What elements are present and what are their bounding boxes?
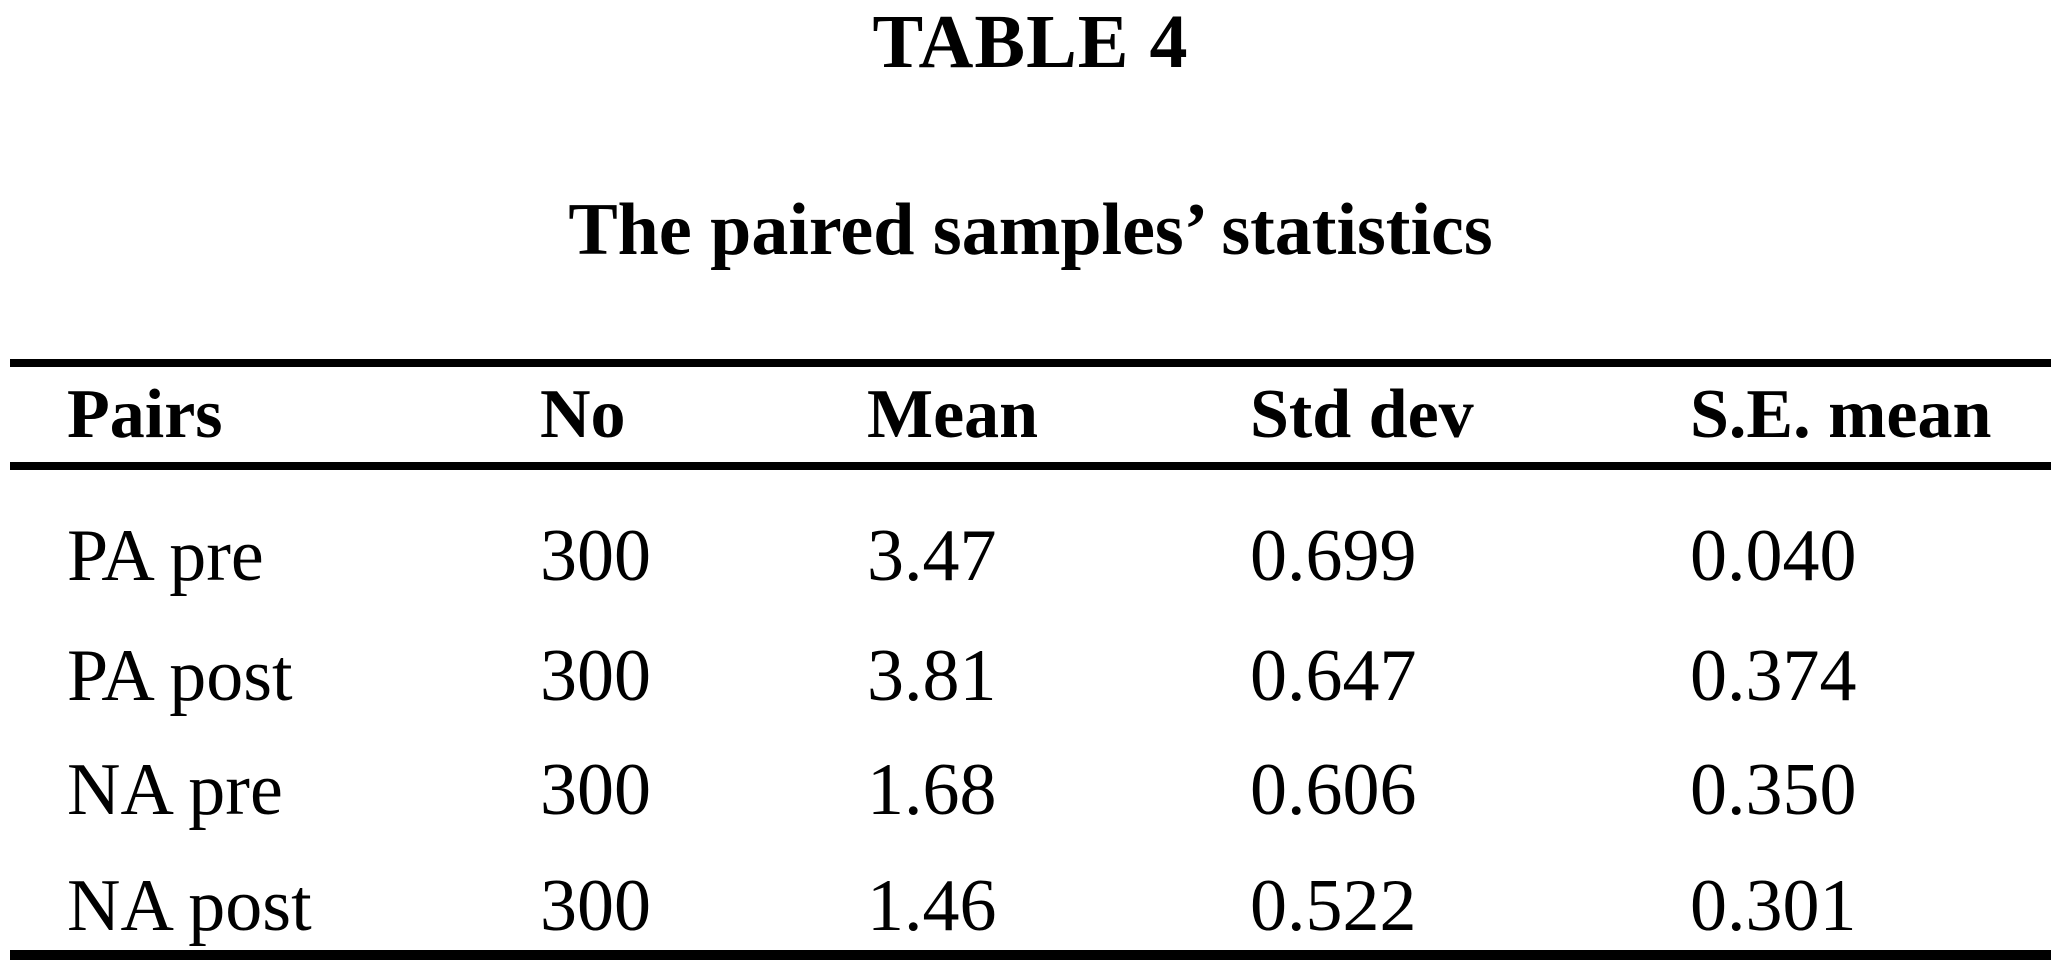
cell-no: 300	[540, 634, 651, 717]
cell-pairs: PA pre	[67, 514, 264, 597]
cell-std-dev: 0.699	[1250, 514, 1417, 597]
table-row: NA post 300 1.46 0.522 0.301	[10, 860, 2051, 952]
cell-no: 300	[540, 748, 651, 831]
cell-no: 300	[540, 514, 651, 597]
cell-mean: 1.68	[867, 748, 997, 831]
cell-std-dev: 0.522	[1250, 864, 1417, 947]
column-header-std-dev: Std dev	[1250, 376, 1474, 453]
cell-pairs: NA post	[67, 864, 312, 947]
table-rule-bottom	[10, 950, 2051, 960]
cell-se-mean: 0.301	[1690, 864, 1857, 947]
cell-std-dev: 0.647	[1250, 634, 1417, 717]
table-rule-header-divider	[10, 462, 2051, 470]
cell-mean: 3.81	[867, 634, 997, 717]
column-header-pairs: Pairs	[67, 376, 223, 453]
table-header-row: Pairs No Mean Std dev S.E. mean	[10, 370, 2051, 460]
cell-pairs: NA pre	[67, 748, 283, 831]
table-rule-top	[10, 359, 2051, 367]
table-caption-number: TABLE 4	[872, 0, 1189, 84]
cell-no: 300	[540, 864, 651, 947]
cell-se-mean: 0.374	[1690, 634, 1857, 717]
table-row: PA pre 300 3.47 0.699 0.040	[10, 510, 2051, 602]
cell-se-mean: 0.040	[1690, 514, 1857, 597]
cell-pairs: PA post	[67, 634, 293, 717]
cell-std-dev: 0.606	[1250, 748, 1417, 831]
column-header-no: No	[540, 376, 626, 453]
cell-se-mean: 0.350	[1690, 748, 1857, 831]
column-header-se-mean: S.E. mean	[1690, 376, 1992, 453]
table-row: PA post 300 3.81 0.647 0.374	[10, 630, 2051, 722]
cell-mean: 3.47	[867, 514, 997, 597]
table-caption-title: The paired samples’ statistics	[568, 188, 1493, 271]
cell-mean: 1.46	[867, 864, 997, 947]
table-row: NA pre 300 1.68 0.606 0.350	[10, 744, 2051, 836]
column-header-mean: Mean	[867, 376, 1039, 453]
